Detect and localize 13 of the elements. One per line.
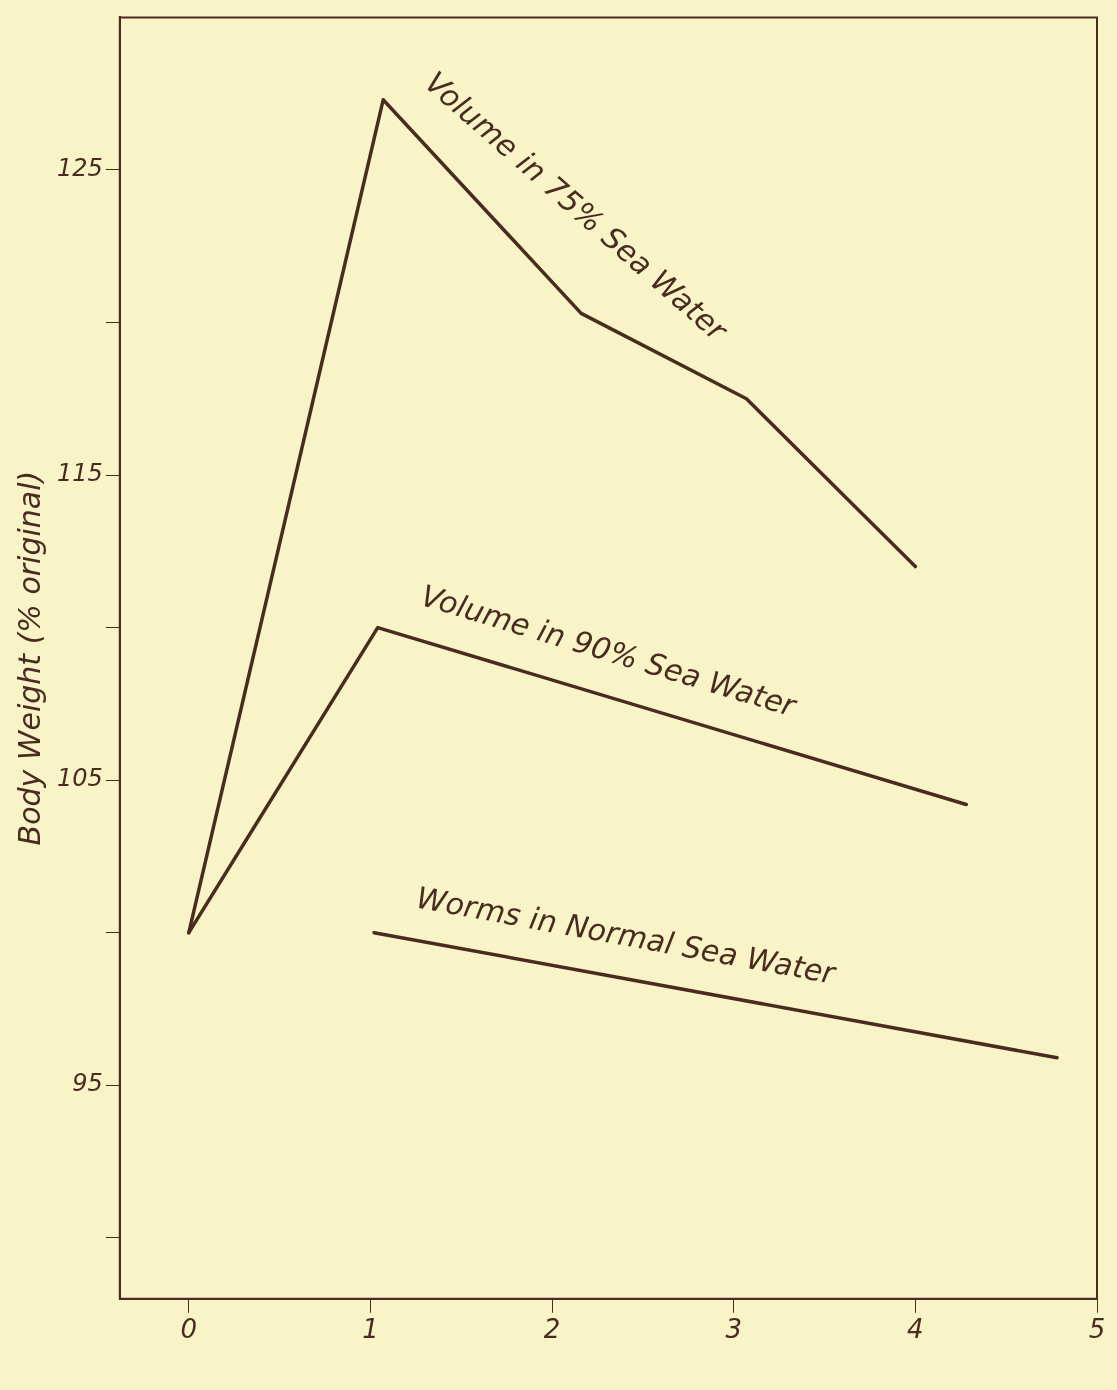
y-tick-label: 115	[57, 459, 103, 488]
y-tick-label: 105	[57, 764, 103, 793]
y-tick-label: 95	[72, 1069, 103, 1098]
y-tick-label: 125	[57, 154, 103, 183]
y-axis-title: Body Weight (% original)	[11, 470, 47, 846]
x-tick-label: 2	[543, 1314, 561, 1345]
x-tick-label: 0	[180, 1314, 198, 1345]
x-tick-label: 1	[362, 1314, 379, 1345]
text: Volume in 90% Sea Water	[416, 577, 802, 724]
text: Worms in Normal Sea Water	[413, 879, 840, 991]
x-tick-label: 3	[725, 1314, 743, 1345]
x-tick-label: 5	[1088, 1314, 1106, 1345]
x-tick-label: 4	[907, 1314, 924, 1345]
